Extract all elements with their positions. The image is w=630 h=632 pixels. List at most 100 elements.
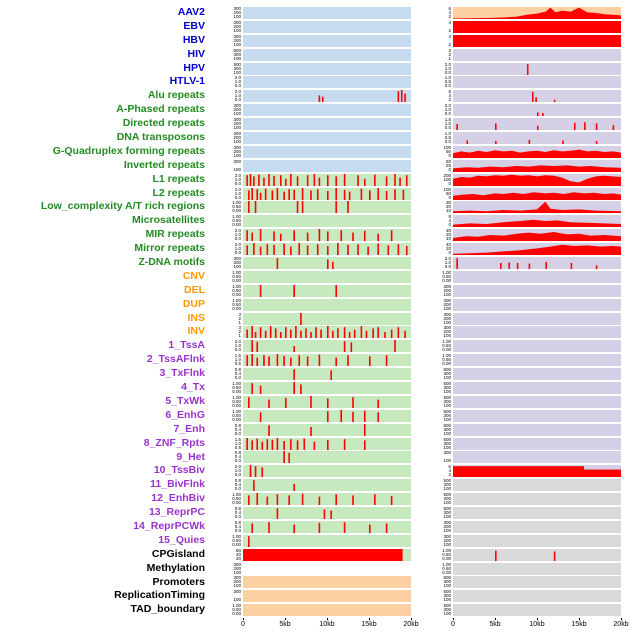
track-plot-right [453,381,621,394]
track-plot-right [453,423,621,436]
x-tick-label: 10kb [319,621,335,629]
track-plot-left [243,479,411,492]
y-axis-ticks-left: 2.0 1.0 0.0 [205,242,243,255]
track-panel-right [453,48,621,61]
y-axis-ticks-right: 500 300 100 [411,506,453,519]
track-plot-left [243,243,411,256]
y-axis-ticks-right: 500 300 100 [411,576,453,589]
track-panel-left [243,451,411,464]
track-panel-right [453,354,621,367]
track-panel-left [243,340,411,353]
x-tick-mark [453,618,454,621]
track-plot-right [453,312,621,325]
track-label: Promoters [152,575,205,588]
track-panel-right [453,201,621,214]
track-row: DEL 1.00 0.50 0.00 300 200 100 [0,284,630,298]
track-plot-left [243,562,411,575]
y-axis-ticks-left: 0.8 0.4 0.0 [205,506,243,519]
y-tick-label: 0.0 [234,527,241,533]
track-row: DNA transposons 300 200 100 1.0 0.5 0.0 [0,131,630,145]
y-tick-label: 1.00 [232,603,241,609]
y-tick-label: 4 [448,218,451,224]
y-tick-label: 30 [445,200,451,206]
track-label: G-Quadruplex forming repeats [52,144,205,157]
track-plot-left [243,340,411,353]
track-panel-right [453,298,621,311]
y-tick-label: 300 [443,283,451,289]
y-tick-label: 1.0 [234,190,241,196]
y-tick-label: 0.00 [232,416,241,422]
track-label: 12_EnhBiv [151,492,205,505]
y-tick-label: 0.5 [444,79,451,85]
track-panel-left [243,479,411,492]
track-plot-left [243,604,411,617]
track-plot-right [453,76,621,89]
y-tick-label: 200 [443,523,451,529]
track-plot-left [243,534,411,547]
y-tick-label: 4 [448,9,451,15]
y-tick-label: 200 [233,565,241,571]
y-axis-ticks-left: 0.8 0.4 0.0 [205,423,243,436]
track-panel-left [243,298,411,311]
y-tick-label: 100 [233,152,241,158]
y-tick-label: 0.00 [232,388,241,394]
track-panel-right [453,493,621,506]
track-plot-left [243,159,411,172]
y-axis-ticks-right: 300 100 [411,451,453,464]
y-axis-ticks-left: 1.5 1.0 0.5 [205,437,243,450]
y-tick-label: 100 [443,416,451,422]
y-axis-ticks-right: 300 200 100 [411,520,453,533]
y-tick-label: 100 [443,402,451,408]
track-plot-left [243,507,411,519]
track-plot-right [453,34,621,47]
y-axis-ticks-right: 300 200 100 [411,298,453,311]
track-panel-left [243,284,411,297]
track-row: 13_ReprPC 0.8 0.4 0.0 500 300 100 [0,506,630,520]
y-tick-label: 20 [445,204,451,210]
track-panel-right [453,576,621,589]
y-tick-label: 20 [445,232,451,238]
track-panel-right [453,548,621,561]
track-label: Low_complexity A/T rich regions [40,200,205,213]
track-plot-right [453,590,621,603]
y-tick-label: 0.50 [442,565,451,571]
y-axis-ticks-right: 500 300 100 [411,423,453,436]
y-tick-label: 200 [233,37,241,43]
track-label: EBV [183,19,205,32]
y-tick-label: 100 [443,541,451,547]
y-tick-label: 300 [233,130,241,136]
y-tick-label: 0.0 [444,111,451,117]
y-tick-label: 100 [443,444,451,450]
y-tick-label: 2.0 [234,172,241,178]
y-tick-label: 1.0 [234,246,241,252]
y-tick-label: 0.50 [232,273,241,279]
track-label: DNA transposons [116,131,205,144]
y-tick-label: 300 [443,482,451,488]
y-tick-label: 1.5 [444,117,451,123]
y-axis-ticks-right: 1.0 0.5 0.0 [411,131,453,144]
track-row: DUP 1.00 0.50 0.00 300 200 100 [0,298,630,312]
y-tick-label: 100 [443,319,451,325]
track-plot-right [453,479,621,492]
x-tick-label: 0 [241,621,245,629]
y-tick-label: 0.4 [234,523,241,529]
track-label: 4_Tx [181,381,205,394]
track-panel-right [453,90,621,103]
track-panel-left [243,90,411,103]
y-tick-label: 1.0 [234,468,241,474]
y-tick-label: 300 [443,440,451,446]
y-tick-label: 3 [448,47,451,53]
y-axis-ticks-right: 500 300 100 [411,492,453,505]
track-plot-left [243,215,411,228]
track-plot-left [243,395,411,408]
y-axis-ticks-right: 200 100 0 [411,173,453,186]
track-plot-right [453,256,621,269]
y-tick-label: 0 [448,180,451,186]
track-label: 13_ReprPC [148,506,205,519]
y-axis-ticks-right: 500 300 100 [411,478,453,491]
track-panel-left [243,145,411,158]
y-axis-ticks-left: 1.00 0.50 0.00 [205,534,243,547]
